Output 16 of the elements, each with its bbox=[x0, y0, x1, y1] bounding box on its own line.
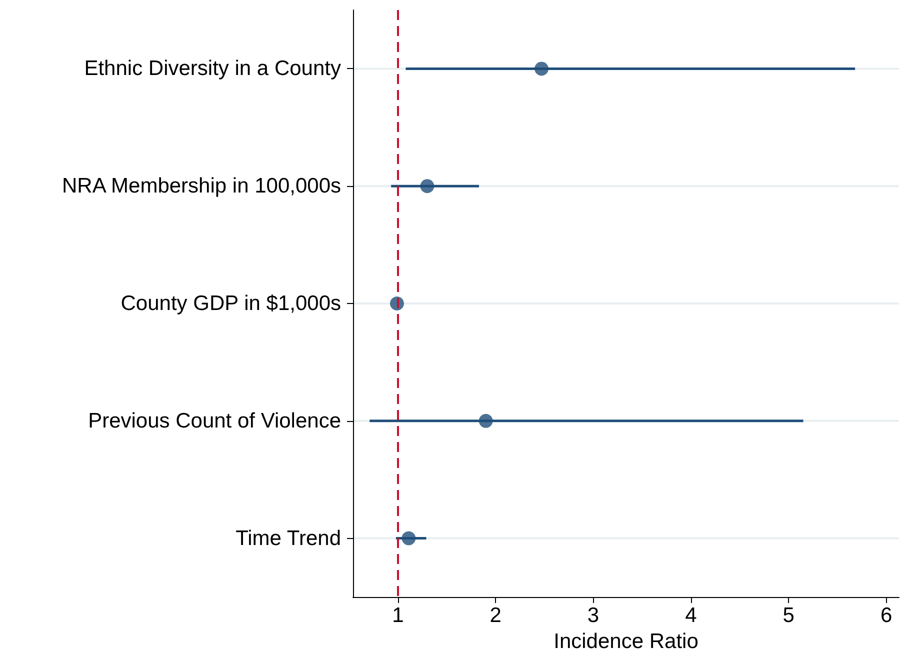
x-tick-label: 1 bbox=[392, 604, 404, 627]
y-tick-label: County GDP in $1,000s bbox=[120, 292, 341, 315]
y-tick-label: NRA Membership in 100,000s bbox=[62, 174, 341, 198]
x-tick-label: 6 bbox=[880, 604, 892, 627]
point bbox=[420, 179, 434, 194]
x-tick-label: 2 bbox=[490, 604, 502, 627]
y-tick-label: Time Trend bbox=[236, 526, 341, 550]
point bbox=[478, 414, 493, 428]
point bbox=[402, 531, 416, 546]
point bbox=[534, 62, 549, 76]
x-tick-label: 3 bbox=[587, 604, 600, 627]
x-tick-label: 5 bbox=[782, 604, 794, 627]
x-axis-title: Incidence Ratio bbox=[554, 630, 698, 653]
y-tick-label: Previous Count of Violence bbox=[88, 409, 341, 432]
x-tick-label: 4 bbox=[685, 604, 698, 627]
y-tick-label: Ethnic Diversity in a County bbox=[84, 57, 342, 80]
